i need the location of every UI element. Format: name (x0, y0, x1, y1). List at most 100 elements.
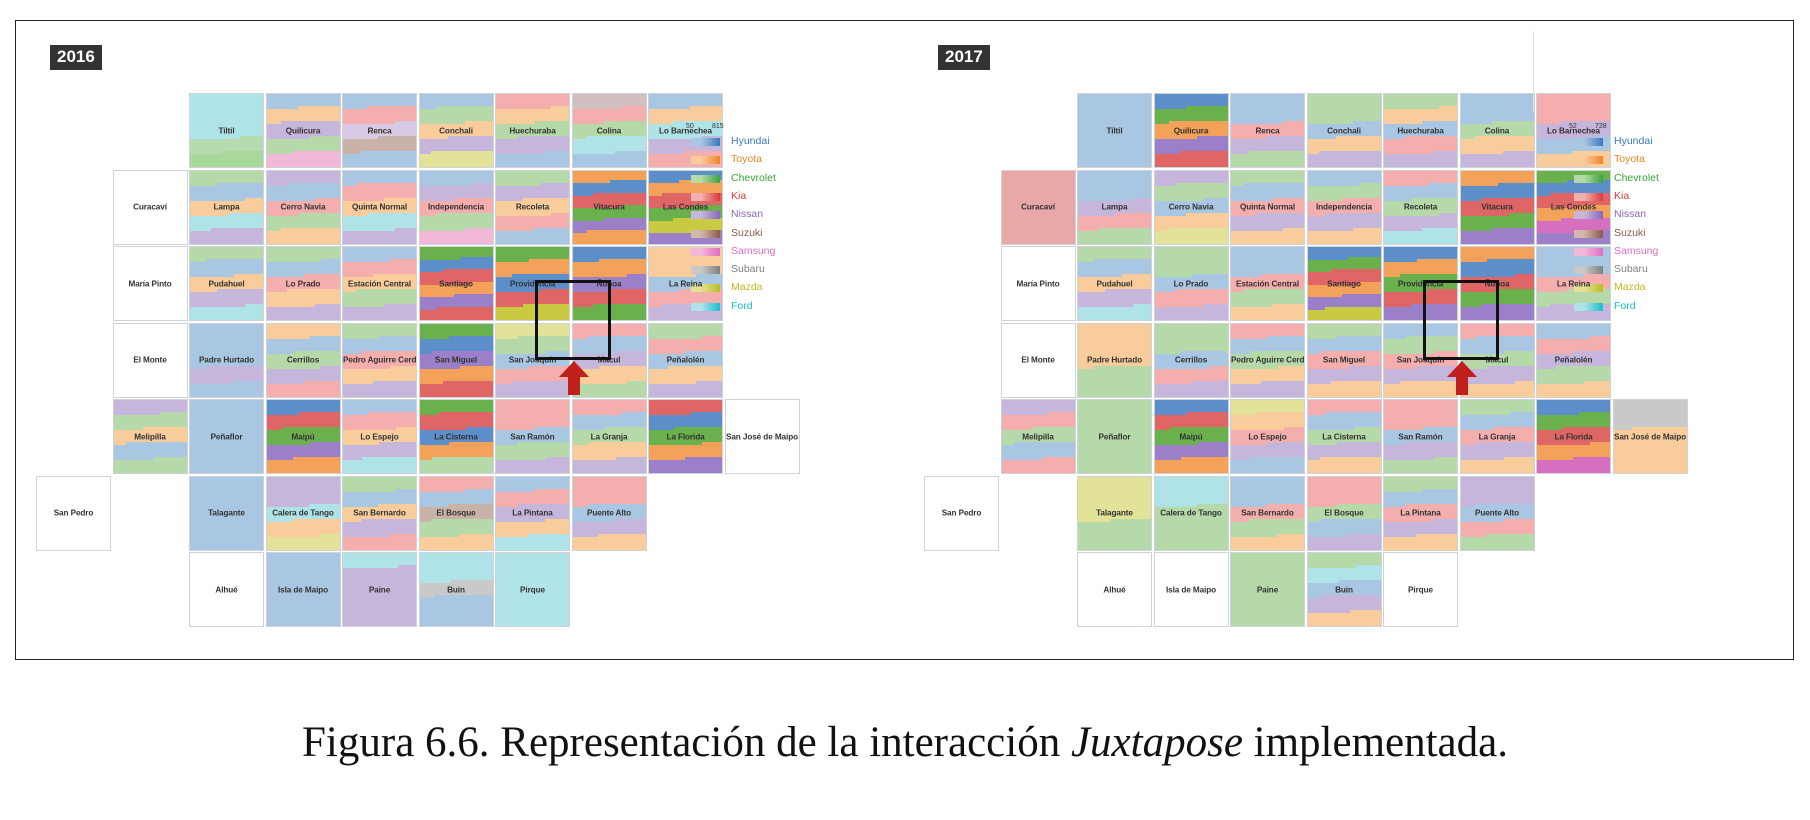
tile-san-joaquín[interactable]: San Joaquín (495, 322, 570, 398)
tile-san-ramón[interactable]: San Ramón (495, 399, 570, 474)
tile-lo-espejo[interactable]: Lo Espejo (1230, 399, 1305, 474)
tile-san-joaquín[interactable]: San Joaquín (1383, 322, 1458, 398)
tile-el-bosque[interactable]: El Bosque (1306, 475, 1382, 551)
tile-san-bernardo[interactable]: San Bernardo (342, 475, 417, 551)
tile-quinta-normal[interactable]: Quinta Normal (342, 169, 417, 245)
tile-pirque[interactable]: Pirque (1383, 552, 1458, 627)
tile-pedro-aguirre-cerda[interactable]: Pedro Aguirre Cerda (1230, 322, 1305, 398)
tile-conchali[interactable]: Conchali (418, 93, 494, 168)
tile-calera-de-tango[interactable]: Calera de Tango (265, 475, 341, 551)
tile-paine[interactable]: Paine (1230, 552, 1305, 627)
tile-pudahuel[interactable]: Pudahuel (189, 246, 264, 321)
tile-quilicura[interactable]: Quilicura (265, 93, 341, 168)
tile-lo-prado[interactable]: Lo Prado (265, 246, 341, 321)
tile-paine[interactable]: Paine (342, 552, 417, 627)
tile-cerrillos[interactable]: Cerrillos (1153, 322, 1229, 398)
tile-la-pintana[interactable]: La Pintana (1383, 475, 1458, 551)
tile-pirque[interactable]: Pirque (495, 552, 570, 627)
tile-maría-pinto[interactable]: María Pinto (112, 246, 188, 321)
tile-conchali[interactable]: Conchali (1306, 93, 1382, 168)
tile-lo-prado[interactable]: Lo Prado (1153, 246, 1229, 321)
tile-tiltil[interactable]: Tiltil (1077, 93, 1152, 168)
tile-santiago[interactable]: Santiago (418, 246, 494, 321)
tile-melipilla[interactable]: Melipilla (1000, 399, 1076, 474)
tile-alhué[interactable]: Alhué (189, 552, 264, 627)
tile-san-josé-de-maipo[interactable]: San José de Maipo (1612, 399, 1688, 474)
tile-huechuraba[interactable]: Huechuraba (495, 93, 570, 168)
tile-lampa[interactable]: Lampa (189, 169, 264, 245)
tile-independencia[interactable]: Independencia (418, 169, 494, 245)
tile-quilicura[interactable]: Quilicura (1153, 93, 1229, 168)
tile-la-granja[interactable]: La Granja (1459, 399, 1535, 474)
tile-melipilla[interactable]: Melipilla (112, 399, 188, 474)
tile-peñaflor[interactable]: Peñaflor (189, 399, 264, 474)
tile-curacaví[interactable]: Curacaví (112, 169, 188, 245)
tile-maría-pinto[interactable]: María Pinto (1000, 246, 1076, 321)
tile-la-florida[interactable]: La Florida (648, 399, 723, 474)
tile-estación-central[interactable]: Estación Central (1230, 246, 1305, 321)
tile-talagante[interactable]: Talagante (189, 475, 264, 551)
tile-providencia[interactable]: Providencia (1383, 246, 1458, 321)
tile-peñalolén[interactable]: Peñalolén (648, 322, 723, 398)
tile-san-miguel[interactable]: San Miguel (418, 322, 494, 398)
tile-maipú[interactable]: Maipú (1153, 399, 1229, 474)
tile-peñalolén[interactable]: Peñalolén (1536, 322, 1611, 398)
legend-swatch (691, 211, 720, 220)
tile-independencia[interactable]: Independencia (1306, 169, 1382, 245)
tile-el-monte[interactable]: El Monte (112, 322, 188, 398)
tile-buin[interactable]: Buin (418, 552, 494, 627)
tile-pedro-aguirre-cerda[interactable]: Pedro Aguirre Cerda (342, 322, 417, 398)
tile-puente-alto[interactable]: Puente Alto (571, 475, 647, 551)
tile-band-step (1250, 350, 1304, 355)
legend-swatch (691, 302, 720, 311)
tile-puente-alto[interactable]: Puente Alto (1459, 475, 1535, 551)
tile-isla-de-maipo[interactable]: Isla de Maipo (1153, 552, 1229, 627)
tile-huechuraba[interactable]: Huechuraba (1383, 93, 1458, 168)
tile-recoleta[interactable]: Recoleta (495, 169, 570, 245)
tile-renca[interactable]: Renca (342, 93, 417, 168)
tile-la-florida[interactable]: La Florida (1536, 399, 1611, 474)
tile-san-josé-de-maipo[interactable]: San José de Maipo (724, 399, 800, 474)
tile-san-bernardo[interactable]: San Bernardo (1230, 475, 1305, 551)
tile-la-pintana[interactable]: La Pintana (495, 475, 570, 551)
tile-band-step (685, 457, 722, 461)
tile-peñaflor[interactable]: Peñaflor (1077, 399, 1152, 474)
tile-band-step (529, 259, 569, 263)
tile-estación-central[interactable]: Estación Central (342, 246, 417, 321)
tile-renca[interactable]: Renca (1230, 93, 1305, 168)
tile-la-cisterna[interactable]: La Cisterna (1306, 399, 1382, 474)
tile-tiltil[interactable]: Tiltil (189, 93, 264, 168)
tile-alhué[interactable]: Alhué (1077, 552, 1152, 627)
tile-lo-espejo[interactable]: Lo Espejo (342, 399, 417, 474)
tile-pudahuel[interactable]: Pudahuel (1077, 246, 1152, 321)
tile-el-monte[interactable]: El Monte (1000, 322, 1076, 398)
tile-san-pedro[interactable]: San Pedro (924, 475, 999, 551)
tile-calera-de-tango[interactable]: Calera de Tango (1153, 475, 1229, 551)
tile-cerrillos[interactable]: Cerrillos (265, 322, 341, 398)
tile-maipú[interactable]: Maipú (265, 399, 341, 474)
tile-la-cisterna[interactable]: La Cisterna (418, 399, 494, 474)
tile-colina[interactable]: Colina (1459, 93, 1535, 168)
tile-quinta-normal[interactable]: Quinta Normal (1230, 169, 1305, 245)
tile-la-granja[interactable]: La Granja (571, 399, 647, 474)
tile-isla-de-maipo[interactable]: Isla de Maipo (265, 552, 341, 627)
tile-san-ramón[interactable]: San Ramón (1383, 399, 1458, 474)
tile-padre-hurtado[interactable]: Padre Hurtado (1077, 322, 1152, 398)
tile-cerro-navia[interactable]: Cerro Navia (265, 169, 341, 245)
tile-lampa[interactable]: Lampa (1077, 169, 1152, 245)
tile-san-miguel[interactable]: San Miguel (1306, 322, 1382, 398)
tile-el-bosque[interactable]: El Bosque (418, 475, 494, 551)
tile-vitacura[interactable]: Vitacura (571, 169, 647, 245)
tile-cerro-navia[interactable]: Cerro Navia (1153, 169, 1229, 245)
tile-curacaví[interactable]: Curacaví (1000, 169, 1076, 245)
tile-buin[interactable]: Buin (1306, 552, 1382, 627)
tile-talagante[interactable]: Talagante (1077, 475, 1152, 551)
tile-recoleta[interactable]: Recoleta (1383, 169, 1458, 245)
tile-colina[interactable]: Colina (571, 93, 647, 168)
tile-san-pedro[interactable]: San Pedro (36, 475, 111, 551)
tile-band-step (448, 335, 493, 340)
tile-las-condes[interactable]: Las Condes (648, 169, 723, 245)
tile-padre-hurtado[interactable]: Padre Hurtado (189, 322, 264, 398)
tile-santiago[interactable]: Santiago (1306, 246, 1382, 321)
tile-vitacura[interactable]: Vitacura (1459, 169, 1535, 245)
